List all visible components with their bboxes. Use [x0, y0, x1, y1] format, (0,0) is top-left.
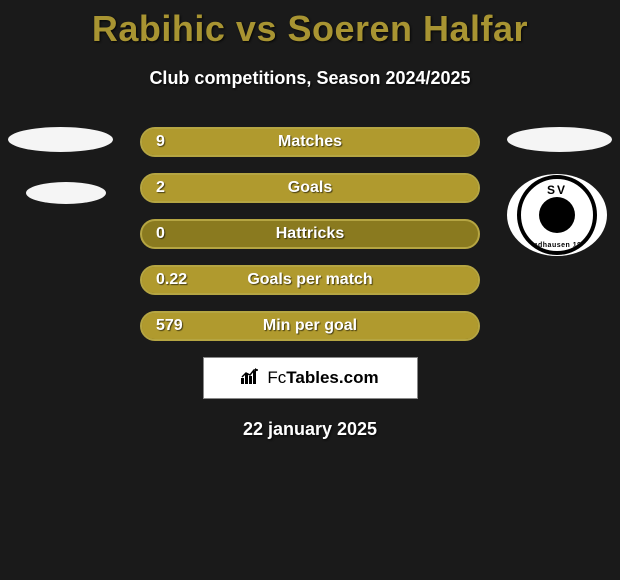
stats-area: SV Sandhausen 1916 9Matches 2Goals 0Hattri… [0, 127, 620, 341]
stat-label: Min per goal [142, 317, 478, 335]
ellipse-icon [8, 127, 113, 152]
brand-prefix: Fc [267, 368, 286, 387]
badge-top-text: SV [521, 183, 593, 197]
stat-label: Hattricks [142, 225, 478, 243]
left-player-placeholder [8, 127, 113, 204]
ellipse-icon [26, 182, 106, 204]
right-player-placeholder: SV Sandhausen 1916 [507, 127, 612, 256]
stat-row: 2Goals [140, 173, 480, 203]
stat-row: 0Hattricks [140, 219, 480, 249]
stat-label: Matches [142, 133, 478, 151]
bar-chart-icon [241, 368, 261, 389]
club-badge: SV Sandhausen 1916 [507, 174, 607, 256]
brand-text: FcTables.com [267, 368, 378, 388]
stat-row: 579Min per goal [140, 311, 480, 341]
subtitle: Club competitions, Season 2024/2025 [0, 68, 620, 89]
stat-rows: 9Matches 2Goals 0Hattricks 0.22Goals per ma… [140, 127, 480, 341]
soccer-ball-icon [539, 197, 575, 233]
page-title: Rabihic vs Soeren Halfar [0, 0, 620, 50]
footer-date: 22 january 2025 [0, 419, 620, 440]
stat-row: 0.22Goals per match [140, 265, 480, 295]
badge-bottom-text: Sandhausen 1916 [521, 242, 593, 249]
stat-label: Goals per match [142, 271, 478, 289]
stat-label: Goals [142, 179, 478, 197]
stat-row: 9Matches [140, 127, 480, 157]
infographic-container: Rabihic vs Soeren Halfar Club competitio… [0, 0, 620, 440]
ellipse-icon [507, 127, 612, 152]
brand-badge: FcTables.com [203, 357, 418, 399]
club-badge-inner: SV Sandhausen 1916 [517, 175, 597, 255]
brand-suffix: Tables.com [286, 368, 378, 387]
